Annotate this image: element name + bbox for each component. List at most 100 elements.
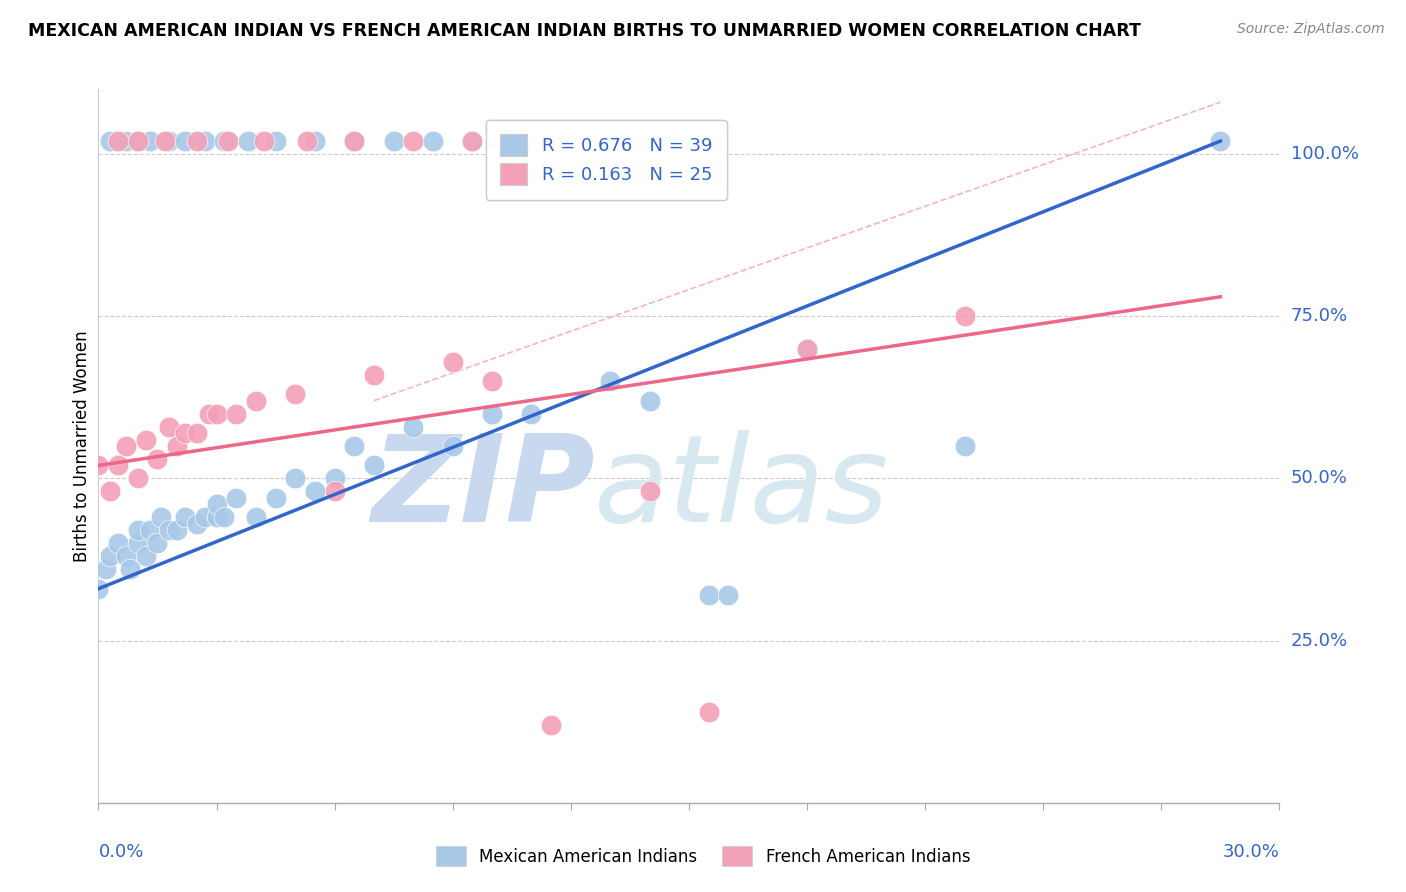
Point bbox=[304, 484, 326, 499]
Point bbox=[135, 433, 157, 447]
Point bbox=[796, 342, 818, 356]
Point bbox=[157, 134, 180, 148]
Text: 100.0%: 100.0% bbox=[1291, 145, 1358, 163]
Point bbox=[186, 516, 208, 531]
Point bbox=[217, 134, 239, 148]
Point bbox=[138, 134, 160, 148]
Point bbox=[135, 549, 157, 564]
Point bbox=[115, 549, 138, 564]
Point bbox=[461, 134, 484, 148]
Point bbox=[236, 134, 259, 148]
Point bbox=[197, 407, 219, 421]
Point bbox=[638, 484, 661, 499]
Point bbox=[186, 134, 208, 148]
Point bbox=[107, 134, 129, 148]
Point bbox=[402, 134, 425, 148]
Text: 25.0%: 25.0% bbox=[1291, 632, 1348, 649]
Point bbox=[323, 471, 346, 485]
Point bbox=[146, 536, 169, 550]
Point bbox=[127, 471, 149, 485]
Text: 50.0%: 50.0% bbox=[1291, 469, 1347, 487]
Point bbox=[245, 510, 267, 524]
Point bbox=[697, 705, 720, 719]
Legend: Mexican American Indians, French American Indians: Mexican American Indians, French America… bbox=[427, 838, 979, 875]
Point bbox=[166, 439, 188, 453]
Point bbox=[146, 452, 169, 467]
Point bbox=[107, 458, 129, 473]
Point bbox=[953, 310, 976, 324]
Point bbox=[481, 374, 503, 388]
Text: 75.0%: 75.0% bbox=[1291, 307, 1348, 326]
Point bbox=[155, 134, 177, 148]
Point bbox=[599, 374, 621, 388]
Point bbox=[214, 510, 236, 524]
Point bbox=[205, 407, 228, 421]
Point bbox=[304, 134, 326, 148]
Point bbox=[461, 134, 484, 148]
Point bbox=[953, 439, 976, 453]
Text: ZIP: ZIP bbox=[371, 430, 595, 548]
Point bbox=[441, 439, 464, 453]
Point bbox=[115, 134, 138, 148]
Point bbox=[225, 491, 247, 505]
Point bbox=[253, 134, 276, 148]
Point bbox=[363, 368, 385, 382]
Point bbox=[717, 588, 740, 602]
Point bbox=[343, 134, 366, 148]
Point bbox=[343, 439, 366, 453]
Point bbox=[174, 134, 197, 148]
Text: atlas: atlas bbox=[595, 430, 890, 548]
Point bbox=[245, 393, 267, 408]
Point bbox=[520, 407, 543, 421]
Text: Source: ZipAtlas.com: Source: ZipAtlas.com bbox=[1237, 22, 1385, 37]
Point bbox=[264, 134, 287, 148]
Point bbox=[157, 419, 180, 434]
Point bbox=[1209, 134, 1232, 148]
Point bbox=[481, 407, 503, 421]
Point bbox=[194, 134, 217, 148]
Y-axis label: Births to Unmarried Women: Births to Unmarried Women bbox=[73, 330, 91, 562]
Point bbox=[697, 588, 720, 602]
Point bbox=[382, 134, 405, 148]
Point bbox=[174, 425, 197, 440]
Point bbox=[98, 134, 121, 148]
Point bbox=[115, 439, 138, 453]
Point bbox=[138, 524, 160, 538]
Point bbox=[422, 134, 444, 148]
Point bbox=[540, 718, 562, 732]
Text: 0.0%: 0.0% bbox=[98, 843, 143, 861]
Point bbox=[225, 407, 247, 421]
Text: MEXICAN AMERICAN INDIAN VS FRENCH AMERICAN INDIAN BIRTHS TO UNMARRIED WOMEN CORR: MEXICAN AMERICAN INDIAN VS FRENCH AMERIC… bbox=[28, 22, 1142, 40]
Point bbox=[127, 134, 149, 148]
Text: 30.0%: 30.0% bbox=[1223, 843, 1279, 861]
Point bbox=[284, 387, 307, 401]
Point bbox=[214, 134, 236, 148]
Point bbox=[98, 549, 121, 564]
Point bbox=[127, 134, 149, 148]
Point bbox=[402, 419, 425, 434]
Point bbox=[98, 484, 121, 499]
Point bbox=[166, 524, 188, 538]
Legend: R = 0.676   N = 39, R = 0.163   N = 25: R = 0.676 N = 39, R = 0.163 N = 25 bbox=[486, 120, 727, 200]
Point bbox=[107, 536, 129, 550]
Point bbox=[796, 342, 818, 356]
Point bbox=[127, 524, 149, 538]
Point bbox=[150, 510, 173, 524]
Point bbox=[186, 425, 208, 440]
Point bbox=[127, 536, 149, 550]
Point bbox=[174, 510, 197, 524]
Point bbox=[441, 354, 464, 368]
Point bbox=[295, 134, 318, 148]
Point bbox=[87, 582, 110, 596]
Point bbox=[520, 134, 543, 148]
Point bbox=[157, 524, 180, 538]
Point bbox=[343, 134, 366, 148]
Point bbox=[363, 458, 385, 473]
Point bbox=[205, 510, 228, 524]
Point bbox=[264, 491, 287, 505]
Point bbox=[96, 562, 118, 576]
Point bbox=[284, 471, 307, 485]
Point bbox=[323, 484, 346, 499]
Point bbox=[87, 458, 110, 473]
Point bbox=[194, 510, 217, 524]
